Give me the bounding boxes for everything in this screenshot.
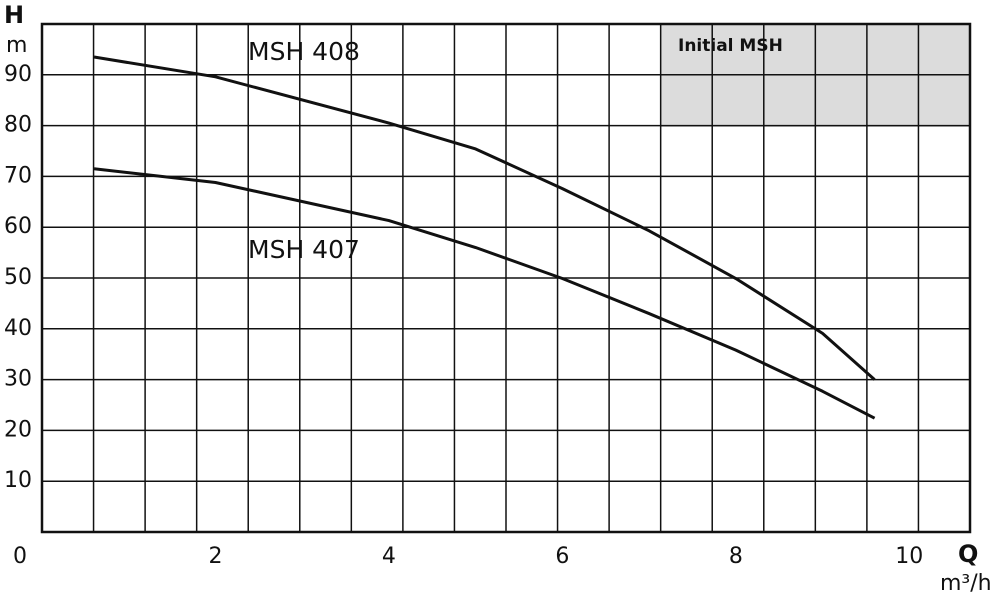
y-tick-label: 90 (4, 62, 32, 87)
y-tick-label: 70 (4, 163, 32, 188)
y-tick-label: 50 (4, 265, 32, 290)
series-label: MSH 407 (248, 235, 360, 264)
y-tick-label: 10 (4, 468, 32, 493)
series-label: MSH 408 (248, 37, 360, 66)
x-tick-label: 10 (895, 544, 923, 569)
y-tick-label: 60 (4, 214, 32, 239)
y-tick-label: 80 (4, 113, 32, 138)
y-tick-label: 40 (4, 316, 32, 341)
x-tick-label: 2 (208, 544, 222, 569)
plot-frame (40, 22, 972, 534)
x-tick-label: 6 (555, 544, 569, 569)
y-tick-label: 30 (4, 367, 32, 392)
x-axis-unit: m³/h (940, 571, 992, 596)
y-axis-label: H (4, 1, 24, 29)
y-axis-unit: m (6, 33, 27, 58)
x-tick-label: 8 (729, 544, 743, 569)
annotation: Initial MSH (678, 36, 783, 56)
series-line (93, 167, 876, 420)
y-tick-label: 20 (4, 417, 32, 442)
x-tick-label: 4 (382, 544, 396, 569)
x-axis-label: Q (958, 540, 978, 568)
series-line (93, 55, 876, 381)
x-tick-label: 0 (13, 544, 27, 569)
